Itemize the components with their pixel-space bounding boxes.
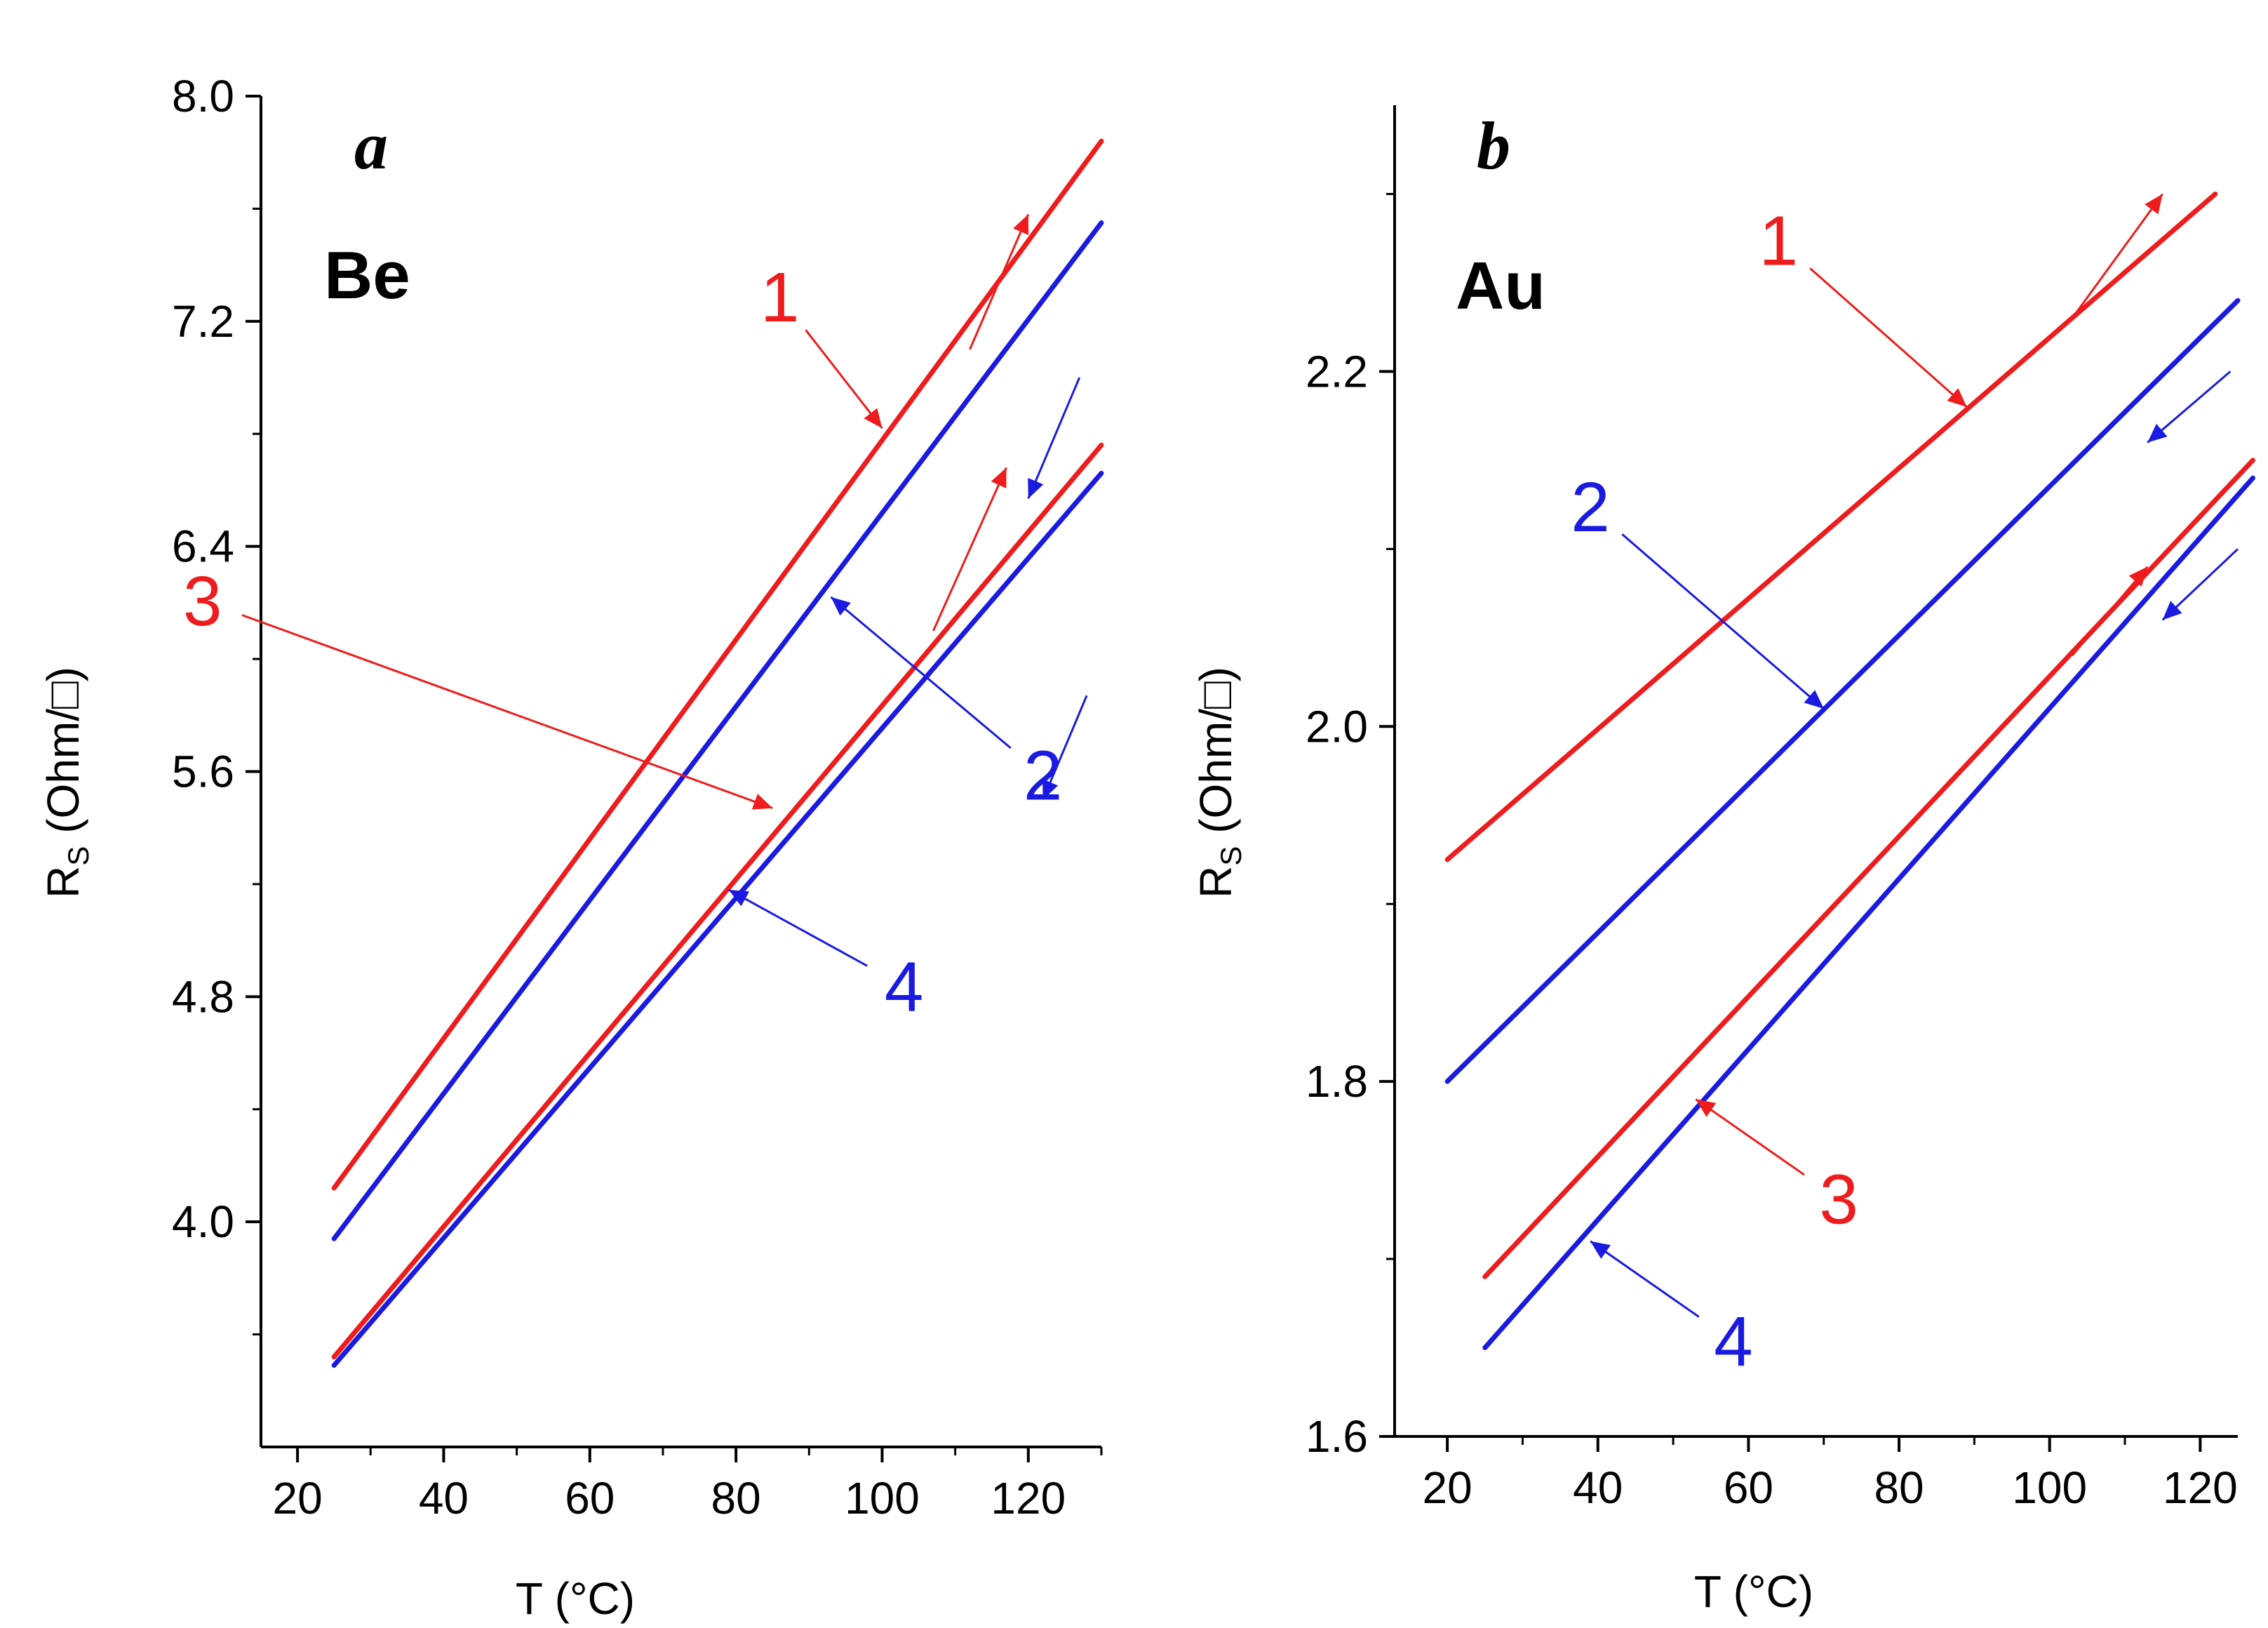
x-tick-label: 100 xyxy=(2012,1462,2087,1513)
curve-label-1: 1 xyxy=(1759,202,1799,281)
curve-label-4: 4 xyxy=(1714,1302,1753,1381)
panel-b-x-axis-label: T (°C) xyxy=(1694,1566,1813,1617)
panel-a-axes: 20 40 60 80 100 120 4.0 4.8 5.6 6.4 7.2 8.0 xyxy=(172,71,1103,1523)
y-tick-label: 1.6 xyxy=(1306,1411,1368,1462)
y-tick-label: 5.6 xyxy=(172,747,234,797)
panel-b-y-label-unit: (Ohm/□) xyxy=(1190,667,1241,834)
series-line-2 xyxy=(1444,298,2241,1084)
panel-a-y-label-unit: (Ohm/□) xyxy=(38,667,88,834)
curve-label-3: 3 xyxy=(183,562,222,641)
direction-arrow-up xyxy=(969,213,1030,350)
x-tick-label: 80 xyxy=(711,1473,761,1523)
direction-arrow-up xyxy=(2071,566,2149,657)
y-tick-label: 7.2 xyxy=(172,296,234,347)
x-tick-label: 100 xyxy=(845,1473,920,1523)
panel-b-y-label-subscript: S xyxy=(1214,846,1247,866)
y-tick-label: 4.8 xyxy=(172,971,234,1022)
curve-label-2: 2 xyxy=(1024,737,1063,815)
series-line-4 xyxy=(1482,475,2255,1351)
x-tick-label: 20 xyxy=(272,1473,322,1523)
pointer-arrow-1 xyxy=(1809,267,1968,408)
y-tick-label: 2.0 xyxy=(1306,701,1368,752)
series-line-2 xyxy=(331,220,1104,1241)
panel-b-au: b Au T (°C) RS (Ohm/□) 20 40 60 80 100 120 1.6 1… xyxy=(1190,105,2255,1617)
direction-arrow-down xyxy=(1027,377,1081,500)
panel-a-be: a Be T (°C) RS (Ohm/□) 20 40 60 80 100 120 4.0 4… xyxy=(38,71,1104,1624)
y-tick-label: 4.0 xyxy=(172,1196,234,1247)
pointer-arrow-4 xyxy=(1590,1240,1700,1318)
pointer-arrow-1 xyxy=(805,329,883,429)
pointer-arrow-4 xyxy=(727,888,868,967)
pointer-arrow-2 xyxy=(1621,533,1825,710)
series-line-3 xyxy=(331,442,1104,1360)
x-tick-label: 60 xyxy=(1724,1462,1773,1513)
panel-a-y-label-subscript: S xyxy=(62,846,95,866)
panel-a-y-axis-label: RS (Ohm/□) xyxy=(38,667,95,898)
panel-a-y-label-symbol: R xyxy=(38,866,88,898)
curve-label-4: 4 xyxy=(885,947,924,1026)
direction-arrow-up xyxy=(932,467,1007,632)
panel-b-element-label: Au xyxy=(1456,248,1545,323)
panel-b-y-axis-label: RS (Ohm/□) xyxy=(1190,667,1247,898)
panel-a-element-label: Be xyxy=(324,238,410,313)
panel-b-axes: 20 40 60 80 100 120 1.6 1.8 2.0 2.2 xyxy=(1306,105,2238,1513)
direction-arrow-down xyxy=(2147,371,2232,443)
panel-a-x-axis-label: T (°C) xyxy=(516,1573,635,1624)
direction-arrow-down xyxy=(2161,548,2239,621)
y-tick-label: 8.0 xyxy=(172,71,234,121)
x-tick-label: 80 xyxy=(1874,1462,1924,1513)
direction-arrow-down xyxy=(1042,695,1088,801)
series-line-1 xyxy=(331,138,1104,1191)
curve-label-1: 1 xyxy=(760,258,800,337)
panel-a-letter: a xyxy=(354,108,388,183)
panel-b-annotation-layer: 1 2 34 xyxy=(1571,193,2239,1381)
series-line-4 xyxy=(331,470,1104,1368)
x-tick-label: 120 xyxy=(991,1473,1066,1523)
panel-b-y-label-symbol: R xyxy=(1190,866,1241,898)
panel-a-series-layer xyxy=(331,138,1104,1368)
y-tick-label: 1.8 xyxy=(1306,1056,1368,1107)
series-line-1 xyxy=(1444,191,2218,862)
x-tick-label: 60 xyxy=(565,1473,615,1523)
pointer-arrow-2 xyxy=(830,596,1012,749)
x-tick-label: 40 xyxy=(1573,1462,1623,1513)
y-tick-label: 2.2 xyxy=(1306,346,1368,396)
y-tick-label: 6.4 xyxy=(172,521,234,572)
curve-label-3: 3 xyxy=(1819,1160,1858,1239)
curve-label-2: 2 xyxy=(1571,468,1610,547)
direction-arrow-up xyxy=(2071,193,2163,319)
x-tick-label: 20 xyxy=(1423,1462,1472,1513)
panel-b-letter: b xyxy=(1477,108,1510,183)
pointer-arrow-3 xyxy=(241,614,773,810)
x-tick-label: 120 xyxy=(2163,1462,2238,1513)
x-tick-label: 40 xyxy=(419,1473,469,1523)
series-line-3 xyxy=(1482,458,2255,1279)
panel-a-annotation-layer: 1 2 3 4 xyxy=(183,213,1088,1026)
pointer-arrow-3 xyxy=(1695,1098,1805,1176)
panel-b-series-layer xyxy=(1444,191,2255,1351)
